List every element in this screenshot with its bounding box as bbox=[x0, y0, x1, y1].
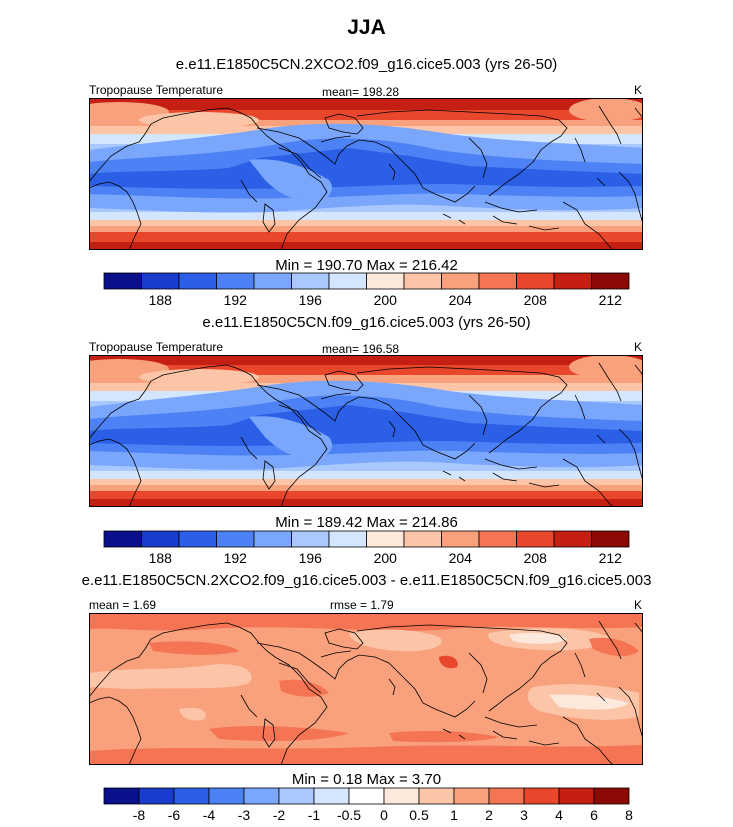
panel-1-variable: Tropopause Temperature bbox=[89, 83, 224, 97]
colorbar-swatch bbox=[216, 530, 255, 548]
panel-2-mean: mean= 196.58 bbox=[322, 342, 400, 356]
colorbar-swatch bbox=[208, 787, 245, 805]
colorbar-swatch bbox=[216, 272, 255, 290]
panel-2-variable: Tropopause Temperature bbox=[89, 340, 224, 354]
colorbar-swatch bbox=[141, 530, 180, 548]
colorbar-swatch bbox=[516, 272, 555, 290]
panel-1-minmax: Min = 190.70 Max = 216.42 bbox=[275, 257, 458, 274]
colorbar-swatch bbox=[478, 272, 517, 290]
colorbar-tick-label: 6 bbox=[590, 807, 598, 823]
panel-2-units: K bbox=[634, 340, 643, 354]
panel-2-colorbar: 188 192 196 200 204 208 212 bbox=[103, 530, 630, 566]
colorbar-swatch bbox=[488, 787, 525, 805]
colorbar-tick-label: -4 bbox=[203, 807, 216, 823]
colorbar-swatch bbox=[103, 530, 142, 548]
colorbar-swatch bbox=[366, 530, 405, 548]
colorbar-tick-label: 196 bbox=[299, 550, 323, 566]
colorbar-tick-label: 188 bbox=[149, 292, 173, 308]
colorbar-swatch bbox=[383, 787, 420, 805]
colorbar-tick-label: 188 bbox=[149, 550, 173, 566]
colorbar-swatch bbox=[591, 530, 630, 548]
panel-3-colorbar: -8 -6 -4 -3 -2 -1 -0.5 0 0.5 1 2 3 4 6 8 bbox=[103, 787, 633, 823]
colorbar-tick-label: 2 bbox=[485, 807, 493, 823]
colorbar-swatch bbox=[253, 272, 292, 290]
colorbar-tick-label: -2 bbox=[273, 807, 286, 823]
colorbar-swatch bbox=[523, 787, 560, 805]
colorbar-swatch bbox=[593, 787, 630, 805]
panel-3-rmse: rmse = 1.79 bbox=[330, 598, 394, 612]
colorbar-tick-label: 200 bbox=[374, 550, 398, 566]
colorbar-swatch bbox=[403, 272, 442, 290]
panel-2-title: e.e11.E1850C5CN.f09_g16.cice5.003 (yrs 2… bbox=[202, 314, 531, 331]
colorbar-tick-label: 3 bbox=[520, 807, 528, 823]
colorbar-swatch bbox=[138, 787, 175, 805]
panel-3-map bbox=[89, 613, 643, 765]
colorbar-tick-label: 4 bbox=[555, 807, 563, 823]
colorbar-tick-label: 212 bbox=[599, 292, 623, 308]
colorbar-swatch bbox=[453, 787, 490, 805]
colorbar-swatch bbox=[366, 272, 405, 290]
colorbar-swatch bbox=[103, 272, 142, 290]
colorbar-swatch bbox=[558, 787, 595, 805]
panel-3-minmax: Min = 0.18 Max = 3.70 bbox=[291, 771, 442, 788]
colorbar-swatch bbox=[313, 787, 350, 805]
colorbar-tick-label: -8 bbox=[133, 807, 146, 823]
panel-3-units: K bbox=[634, 598, 643, 612]
colorbar-swatch bbox=[553, 530, 592, 548]
panel-3-title: e.e11.E1850C5CN.2XCO2.f09_g16.cice5.003 … bbox=[81, 572, 652, 589]
colorbar-swatch bbox=[591, 272, 630, 290]
colorbar-tick-label: 196 bbox=[299, 292, 323, 308]
colorbar-tick-label: 8 bbox=[625, 807, 633, 823]
panel-1-mean: mean= 198.28 bbox=[322, 85, 400, 99]
colorbar-tick-label: 0 bbox=[380, 807, 388, 823]
colorbar-tick-label: 1 bbox=[450, 807, 458, 823]
panel-1-title: e.e11.E1850C5CN.2XCO2.f09_g16.cice5.003 … bbox=[175, 56, 558, 73]
colorbar-tick-label: -3 bbox=[238, 807, 251, 823]
panel-3-mean: mean = 1.69 bbox=[89, 598, 157, 612]
colorbar-swatch bbox=[173, 787, 210, 805]
panel-1-map bbox=[89, 98, 643, 250]
panel-1-units: K bbox=[634, 83, 643, 97]
colorbar-swatch bbox=[291, 530, 330, 548]
colorbar-swatch bbox=[441, 272, 480, 290]
colorbar-swatch bbox=[328, 272, 367, 290]
colorbar-swatch bbox=[478, 530, 517, 548]
colorbar-swatch bbox=[243, 787, 280, 805]
colorbar-swatch bbox=[141, 272, 180, 290]
colorbar-swatch bbox=[328, 530, 367, 548]
colorbar-swatch bbox=[348, 787, 385, 805]
colorbar-tick-label: -1 bbox=[308, 807, 321, 823]
panel-1-colorbar: 188 192 196 200 204 208 212 bbox=[103, 272, 630, 308]
colorbar-tick-label: 200 bbox=[374, 292, 398, 308]
colorbar-swatch bbox=[103, 787, 140, 805]
colorbar-tick-label: 208 bbox=[524, 292, 548, 308]
colorbar-swatch bbox=[553, 272, 592, 290]
colorbar-swatch bbox=[291, 272, 330, 290]
colorbar-tick-label: 192 bbox=[224, 292, 248, 308]
colorbar-swatch bbox=[253, 530, 292, 548]
colorbar-tick-label: 204 bbox=[449, 550, 473, 566]
panel-2-minmax: Min = 189.42 Max = 214.86 bbox=[275, 514, 458, 531]
colorbar-tick-label: 208 bbox=[524, 550, 548, 566]
colorbar-tick-label: -6 bbox=[168, 807, 181, 823]
colorbar-swatch bbox=[418, 787, 455, 805]
colorbar-tick-label: -0.5 bbox=[337, 807, 361, 823]
figure-title: JJA bbox=[347, 16, 386, 39]
colorbar-tick-label: 0.5 bbox=[409, 807, 429, 823]
colorbar-swatch bbox=[278, 787, 315, 805]
colorbar-swatch bbox=[403, 530, 442, 548]
colorbar-tick-label: 212 bbox=[599, 550, 623, 566]
colorbar-swatch bbox=[178, 272, 217, 290]
colorbar-swatch bbox=[178, 530, 217, 548]
colorbar-tick-label: 204 bbox=[449, 292, 473, 308]
colorbar-tick-label: 192 bbox=[224, 550, 248, 566]
panel-2-map bbox=[89, 355, 643, 507]
colorbar-swatch bbox=[516, 530, 555, 548]
colorbar-swatch bbox=[441, 530, 480, 548]
